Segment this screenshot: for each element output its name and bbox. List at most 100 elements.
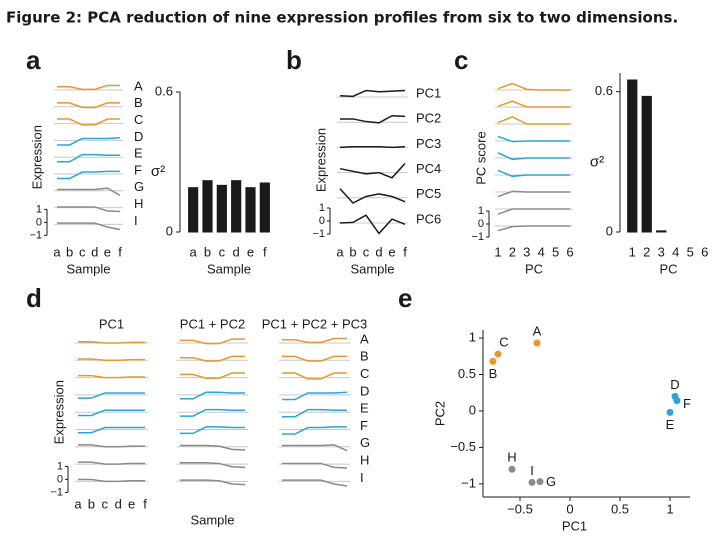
scale-tick-label: 1: [57, 460, 63, 472]
profile-line: [497, 135, 570, 143]
x-tick-label: 0: [566, 501, 573, 516]
bar: [627, 79, 638, 233]
profile-line: [282, 355, 347, 362]
profile-line: [78, 374, 145, 379]
profile-line: [497, 190, 570, 198]
row-label: D: [134, 129, 143, 144]
x-tick-label: a: [53, 244, 61, 259]
profile-line: [339, 146, 406, 149]
x-tick-label: b: [349, 244, 356, 259]
point: [536, 478, 544, 486]
y-tick-label: 0.6: [155, 83, 173, 98]
scale-tick-label: −1: [29, 229, 42, 241]
point-label: H: [507, 450, 516, 465]
profile-line: [57, 84, 120, 91]
point: [673, 397, 681, 405]
profile-line: [57, 118, 120, 126]
x-tick-label: 1: [494, 244, 501, 259]
y-tick-label: 0.5: [458, 366, 476, 381]
x-tick-label: 3: [658, 244, 665, 259]
x-tick-label: 3: [523, 244, 530, 259]
row-label: I: [134, 213, 138, 228]
profile-line: [78, 478, 145, 483]
point-label: G: [546, 474, 556, 489]
row-label: I: [360, 470, 364, 485]
row-label: B: [134, 95, 143, 110]
x-tick-label: c: [219, 244, 226, 259]
row-label: PC5: [416, 186, 441, 201]
x-tick-label: 1: [666, 501, 673, 516]
profile-line: [282, 444, 348, 452]
profile-line: [282, 462, 348, 469]
profile-line: [78, 409, 145, 417]
x-tick-label: d: [375, 244, 382, 259]
profile-line: [339, 188, 406, 204]
y-axis-label: σ²: [590, 153, 604, 170]
profile-line: [78, 340, 145, 344]
bar: [231, 180, 242, 233]
scale-tick-label: 0: [57, 473, 63, 485]
row-label: G: [134, 179, 144, 194]
x-tick-label: f: [143, 496, 147, 511]
x-tick-label: f: [403, 244, 407, 259]
x-tick-label: a: [190, 244, 198, 259]
profile-line: [180, 338, 245, 345]
x-axis-label: Sample: [66, 261, 110, 276]
x-tick-label: a: [336, 244, 344, 259]
column-title: PC1 + PC2: [180, 316, 245, 331]
y-axis-label: PC2: [432, 401, 447, 426]
x-axis-label: PC: [659, 261, 677, 276]
point-label: I: [530, 463, 534, 478]
row-label: C: [134, 112, 143, 127]
row-label: PC3: [416, 136, 441, 151]
profile-line: [180, 479, 246, 486]
profile-line: [282, 391, 348, 401]
x-axis-label: PC1: [562, 518, 587, 533]
row-label: H: [360, 453, 369, 468]
y-tick-label: 0.6: [595, 83, 613, 98]
row-label: F: [360, 418, 368, 433]
profile-line: [497, 152, 570, 161]
row-label: B: [360, 349, 369, 364]
profile-line: [282, 479, 348, 487]
profile-line: [180, 462, 246, 469]
profile-line: [78, 444, 145, 448]
row-label: A: [134, 78, 143, 93]
x-tick-label: e: [104, 244, 111, 259]
profile-line: [282, 337, 347, 344]
x-tick-label: c: [79, 244, 86, 259]
scale-tick-label: −1: [471, 231, 484, 243]
point-label: B: [489, 366, 498, 381]
y-tick-label: −0.5: [450, 439, 476, 454]
x-tick-label: f: [118, 244, 122, 259]
y-axis-label: σ²: [151, 163, 165, 180]
scale-tick-label: 0: [319, 215, 325, 227]
x-tick-label: 5: [552, 244, 559, 259]
y-tick-label: 0: [606, 223, 613, 238]
column-title: PC1 + PC2 + PC3: [262, 316, 368, 331]
row-label: E: [134, 146, 143, 161]
profile-line: [339, 162, 406, 179]
x-tick-label: 6: [701, 244, 708, 259]
x-tick-label: 5: [687, 244, 694, 259]
x-axis-label: Sample: [190, 512, 234, 527]
point-label: C: [499, 335, 508, 350]
x-axis-label: Sample: [207, 261, 251, 276]
profile-line: [282, 372, 347, 380]
row-label: D: [360, 383, 369, 398]
x-tick-label: −0.5: [507, 501, 533, 516]
bar: [216, 184, 227, 233]
y-axis-label: Expression: [51, 380, 66, 444]
point: [528, 478, 536, 486]
profile-line: [497, 100, 570, 108]
y-axis-label: PC score: [473, 131, 488, 184]
profile-line: [180, 391, 245, 400]
x-axis-label: Sample: [350, 261, 394, 276]
scale-tick-label: 0: [478, 218, 484, 230]
x-tick-label: b: [66, 244, 73, 259]
y-tick-label: 0: [469, 402, 476, 417]
profile-line: [180, 408, 245, 417]
profile-line: [180, 444, 246, 451]
row-label: G: [360, 435, 370, 450]
row-label: PC6: [416, 211, 441, 226]
